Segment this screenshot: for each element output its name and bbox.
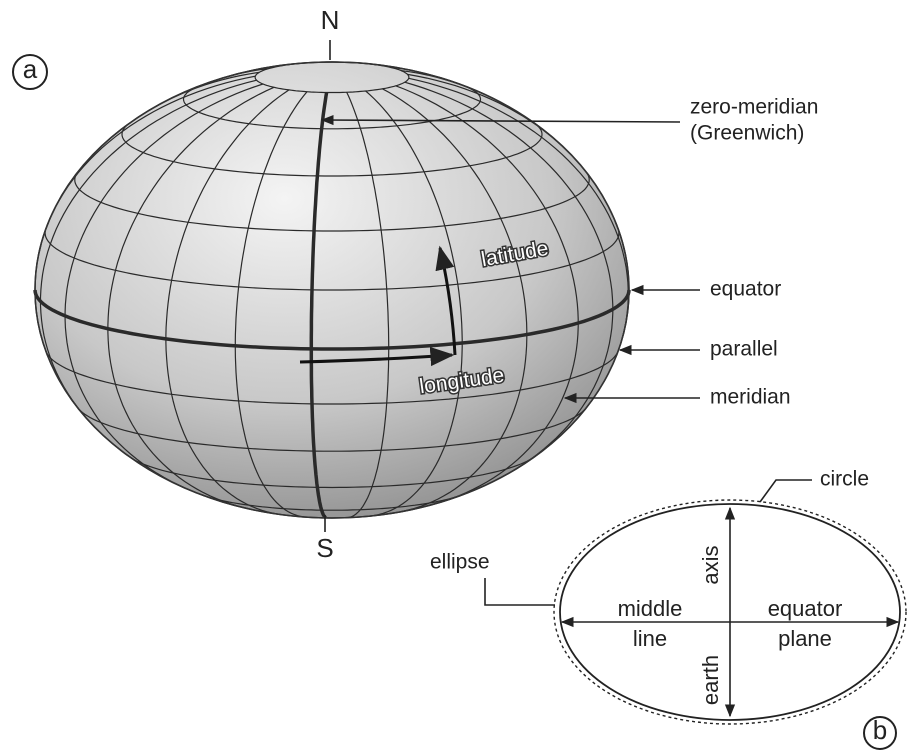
- circle-label: circle: [820, 468, 869, 491]
- middle-label: middle: [618, 596, 683, 621]
- leader: [760, 480, 812, 502]
- line-label: line: [633, 626, 667, 651]
- panel-label: b: [873, 715, 887, 745]
- diagram: a N S zero-meridian (Greenwich) equator …: [0, 0, 908, 751]
- ellipse-label: ellipse: [430, 551, 490, 574]
- south-label: S: [316, 533, 333, 563]
- zero-meridian-label: zero-meridian: [690, 96, 818, 119]
- plane-label: plane: [778, 626, 832, 651]
- panel-label: a: [23, 54, 38, 84]
- equator-label: equator: [710, 278, 781, 301]
- equator-label: equator: [768, 596, 843, 621]
- zero-meridian-label: (Greenwich): [690, 122, 804, 145]
- meridian-label: meridian: [710, 386, 791, 409]
- north-label: N: [321, 5, 340, 35]
- earth-label: earth: [698, 655, 723, 705]
- axis-label: axis: [698, 545, 723, 584]
- leader: [485, 578, 555, 605]
- parallel-label: parallel: [710, 338, 778, 361]
